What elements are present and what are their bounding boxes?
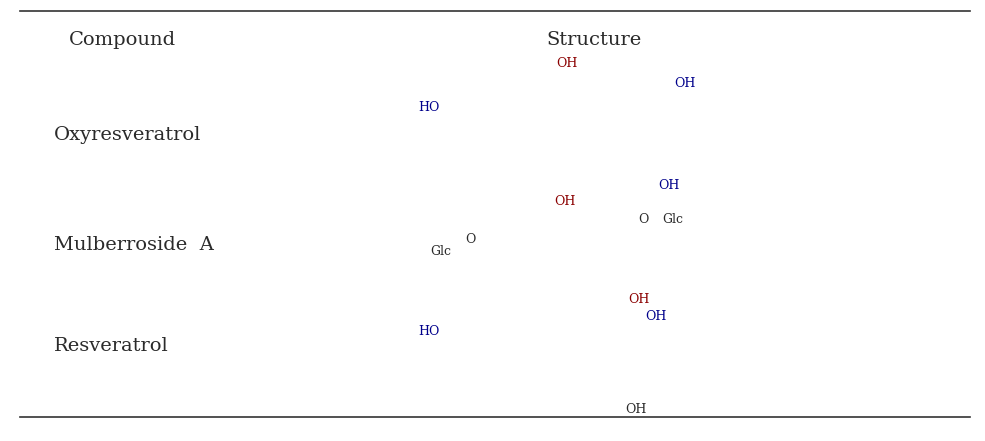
Text: OH: OH [645,310,667,323]
Text: Structure: Structure [547,31,642,49]
Text: OH: OH [625,403,647,416]
Text: O: O [465,233,476,246]
Text: OH: OH [675,77,696,90]
Text: Glc: Glc [662,213,683,226]
Text: Oxyresveratrol: Oxyresveratrol [54,126,202,143]
Text: O: O [638,213,649,226]
Text: OH: OH [658,179,680,192]
Text: OH: OH [557,57,578,71]
Text: Compound: Compound [69,31,176,49]
Text: Mulberroside  A: Mulberroside A [54,236,214,254]
Text: HO: HO [419,325,440,338]
Text: OH: OH [555,195,576,208]
Text: OH: OH [628,293,650,306]
Text: HO: HO [419,101,440,114]
Text: Glc: Glc [430,245,451,258]
Text: Resveratrol: Resveratrol [54,337,168,355]
